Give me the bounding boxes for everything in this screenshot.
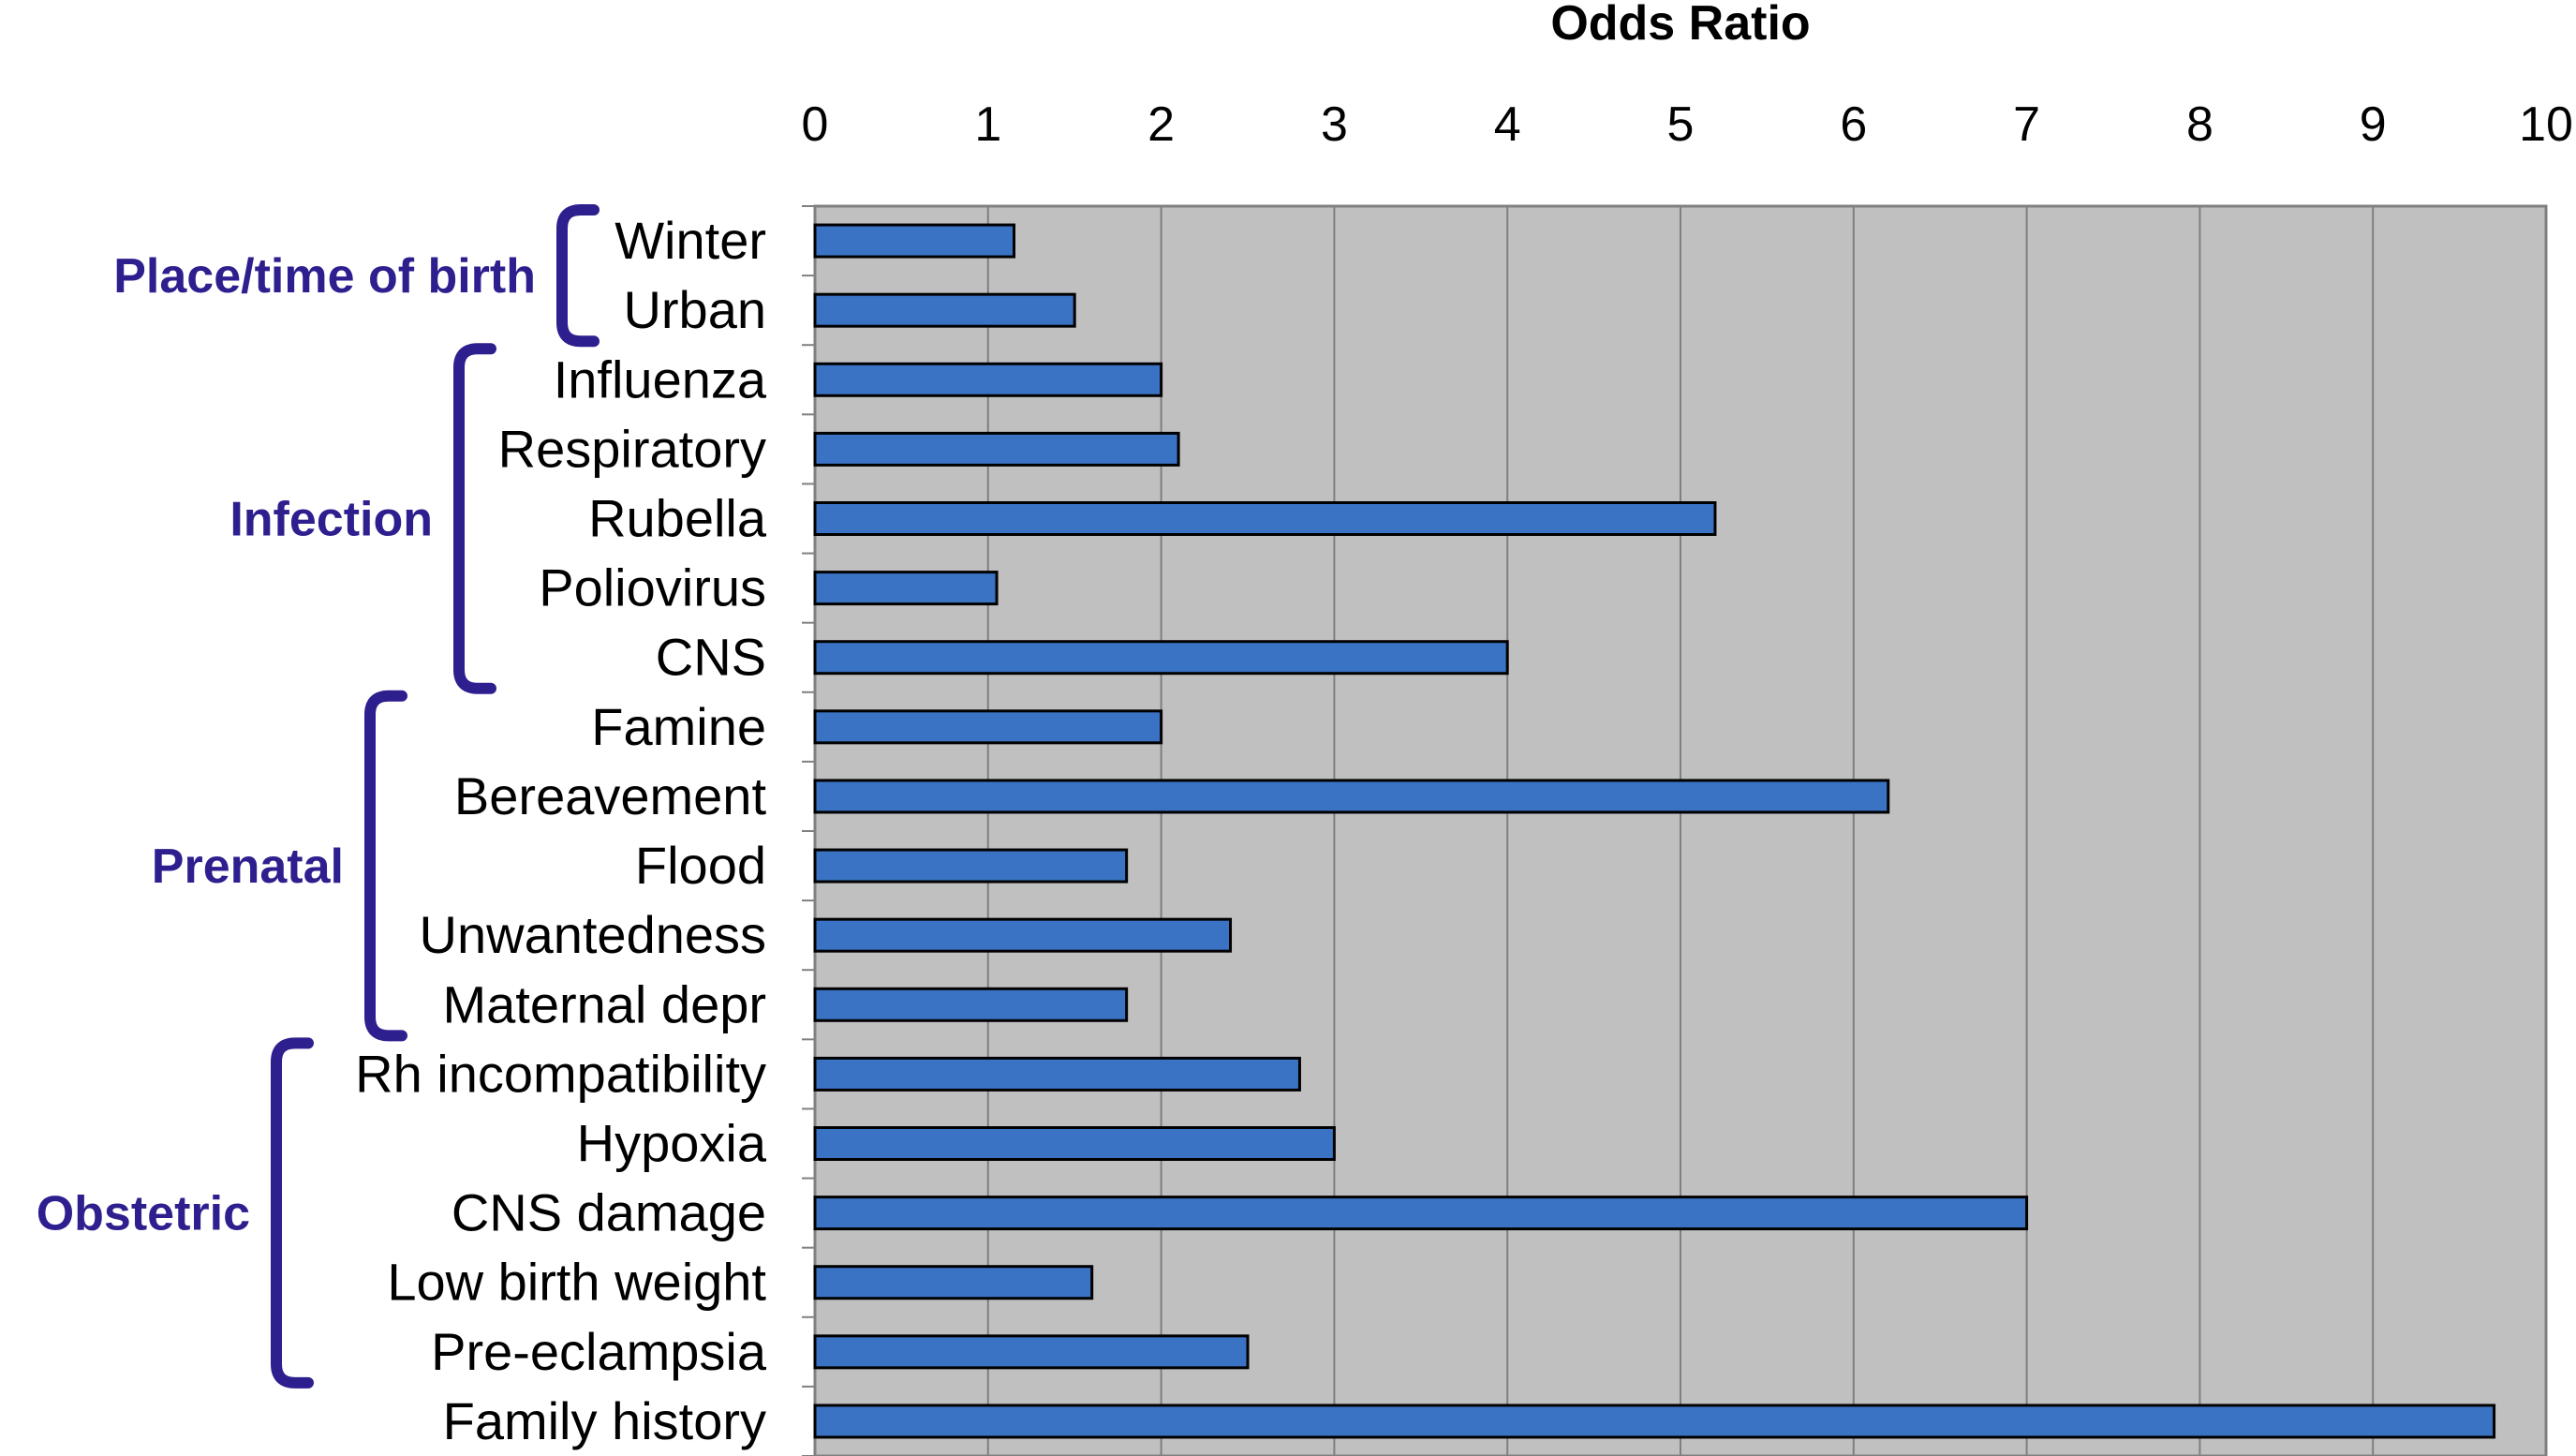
bar [813, 779, 1890, 814]
group-bracket [364, 690, 407, 1042]
bar [813, 848, 1129, 884]
x-tick-label: 10 [2519, 97, 2573, 152]
bar [813, 571, 999, 606]
category-label: Flood [635, 836, 766, 895]
x-axis-title: Odds Ratio [1550, 0, 1810, 51]
bar [813, 917, 1233, 953]
category-label: Pre-eclampsia [431, 1322, 767, 1381]
bars [813, 223, 2496, 1439]
category-label: Famine [591, 697, 766, 756]
category-label: Influenza [554, 349, 767, 409]
x-axis-ticks: 0 1 2 3 4 5 6 7 8 9 10 [802, 97, 2573, 152]
x-tick-label: 7 [2013, 97, 2040, 152]
category-label: Bereavement [454, 766, 767, 825]
category-label: Rh incompatibility [355, 1044, 766, 1103]
bar [813, 1196, 2029, 1231]
bar [813, 431, 1180, 467]
bar [813, 1334, 1250, 1370]
category-label: Poliovirus [539, 558, 766, 617]
group-label: Infection [229, 493, 433, 547]
category-label: Urban [623, 280, 766, 339]
x-tick-label: 0 [802, 97, 829, 152]
x-tick-label: 4 [1494, 97, 1521, 152]
group-bracket [271, 1037, 314, 1389]
category-label: Winter [614, 211, 766, 270]
x-tick-label: 3 [1321, 97, 1348, 152]
group-bracket [556, 204, 600, 348]
bar [813, 292, 1076, 328]
group-brackets: Place/time of birth Infection Prenatal Obst… [37, 204, 600, 1389]
bar [813, 709, 1163, 745]
group-label: Place/time of birth [113, 249, 536, 304]
x-tick-label: 2 [1147, 97, 1175, 152]
category-label: Respiratory [498, 419, 766, 478]
bar [813, 1126, 1336, 1161]
group-bracket [453, 343, 496, 694]
group-label: Obstetric [37, 1187, 250, 1241]
bar [813, 501, 1717, 536]
x-tick-label: 8 [2186, 97, 2213, 152]
x-tick-label: 9 [2360, 97, 2387, 152]
bar [813, 640, 1509, 676]
category-label: Maternal depr [442, 974, 766, 1033]
category-label: Low birth weight [387, 1253, 766, 1312]
bar [813, 1056, 1301, 1092]
category-labels: Winter Urban Influenza Respiratory Rubella Po… [355, 211, 767, 1450]
category-label: CNS damage [452, 1183, 766, 1242]
category-label: Hypoxia [577, 1114, 767, 1173]
category-label: Family history [443, 1391, 766, 1450]
group-label: Prenatal [152, 839, 344, 894]
category-label: Unwantedness [420, 905, 766, 964]
bar [813, 1265, 1094, 1300]
x-tick-label: 5 [1667, 97, 1695, 152]
bar [813, 987, 1129, 1022]
bar [813, 362, 1163, 397]
x-tick-label: 1 [974, 97, 1001, 152]
bar [813, 223, 1016, 259]
x-tick-label: 6 [1840, 97, 1867, 152]
gridlines [802, 205, 2547, 1456]
category-label: CNS [656, 628, 766, 687]
category-label: Rubella [588, 489, 767, 548]
bar [813, 1404, 2496, 1439]
